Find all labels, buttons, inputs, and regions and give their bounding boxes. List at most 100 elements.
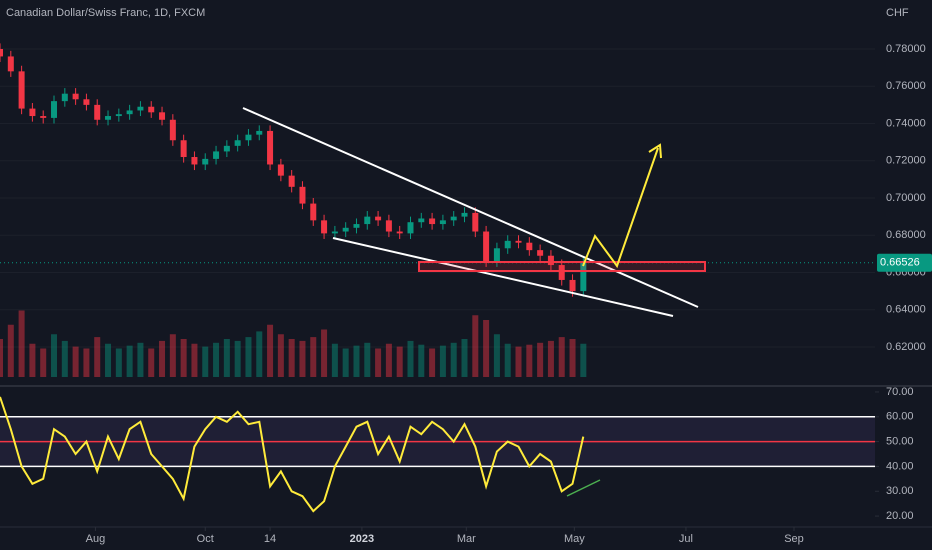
candle-body [7,56,14,72]
volume-bar [94,337,101,377]
y-tick-label: 0.78000 [886,43,926,55]
candle-body [418,218,425,223]
candle-body [169,119,176,141]
x-tick-label: Sep [784,533,804,545]
candle-body [407,222,414,234]
volume-bar [159,340,166,377]
candle-body [234,140,241,146]
volume-bar [202,346,209,377]
x-tick-label: Mar [457,533,476,545]
candle-body [299,186,306,204]
y-tick-label: 50.00 [886,436,914,448]
volume-bar [407,340,414,377]
candle-body [526,242,533,251]
volume-bar [472,315,479,377]
volume-bar [558,337,565,377]
candle-body [83,99,90,105]
candle-body [137,106,144,111]
candle-body [310,203,317,221]
candle-body [51,101,58,118]
volume-bar [277,334,284,377]
y-tick-label: 0.72000 [886,155,926,167]
trendline-lower [332,237,674,317]
candle-body [180,140,187,158]
volume-bar [364,342,371,377]
candle-body [288,175,295,187]
volume-bar [385,343,392,377]
y-tick-label: 70.00 [886,386,914,398]
x-tick-label: Aug [86,533,106,545]
candle-body [0,48,3,57]
volume-bar [256,331,263,377]
volume-bar [115,348,122,377]
volume-bar [126,345,133,377]
candle-body [515,240,522,243]
candle-body [202,158,209,165]
volume-bar [213,342,220,377]
candle-body [213,151,220,159]
labels-group: 0.620000.640000.660000.680000.700000.720… [86,43,932,545]
volume-bar [105,343,112,377]
volume-bar [148,348,155,377]
volume-bar [515,346,522,377]
candle-body [105,116,112,120]
grid-group [0,48,879,531]
candle-body [396,231,403,234]
volume-bar [61,340,68,377]
volume-bar [450,342,457,377]
projection-arrowhead [648,143,662,159]
chart-title: Canadian Dollar/Swiss Franc, 1D, FXCM [6,7,205,19]
volume-bar [493,334,500,377]
volume-bar [429,348,436,377]
candle-body [547,255,554,266]
candle-body [191,157,198,165]
candle-body [72,93,79,100]
volume-bar [342,348,349,377]
x-tick-label: 14 [264,533,276,545]
volume-bar [547,340,554,377]
candle-body [353,224,360,228]
drawings-group [242,107,706,497]
volume-bar [504,343,511,377]
candle-body [537,250,544,256]
y-tick-label: 0.64000 [886,304,926,316]
projection-path [582,147,659,269]
volume-bar [580,343,587,377]
candle-body [375,216,382,221]
candle-body [18,71,25,109]
candle-body [569,279,576,292]
currency-label: CHF [886,7,909,19]
last-price-label: 0.66526 [880,257,920,269]
volume-bar [310,337,317,377]
candle-body [429,218,436,225]
x-tick-label: Jul [679,533,693,545]
candle-body [40,116,47,118]
candle-body [364,216,371,225]
marks-group [0,43,587,513]
volume-bar [245,337,252,377]
candle-body [148,106,155,113]
volume-bar [40,348,47,377]
candle-body [483,231,490,262]
candle-body [342,227,349,232]
volume-bar [51,334,58,377]
candle-body [450,216,457,221]
candle-body [385,220,392,232]
volume-bar [569,339,576,377]
y-tick-label: 0.70000 [886,192,926,204]
volume-bar [461,339,468,377]
candle-body [558,265,565,280]
y-tick-label: 0.62000 [886,341,926,353]
volume-bar [267,324,274,377]
x-tick-label: May [564,533,585,545]
volume-bar [439,345,446,377]
candle-body [472,212,479,232]
y-tick-label: 0.74000 [886,117,926,129]
volume-bar [396,346,403,377]
candle-body [331,231,338,234]
rsi-divergence-line [566,479,601,497]
candle-body [115,114,122,117]
volume-bar [83,348,90,377]
candle-body [504,240,511,249]
